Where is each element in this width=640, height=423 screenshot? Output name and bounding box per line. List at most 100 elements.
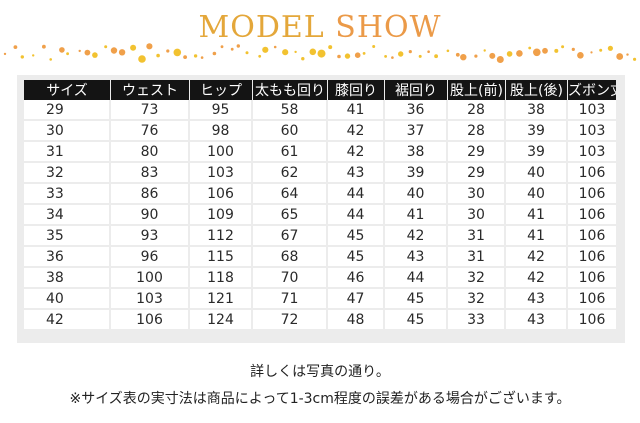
decorative-dot xyxy=(294,50,297,54)
decorative-dot xyxy=(20,55,24,59)
table-cell: 72 xyxy=(253,310,328,329)
table-cell: 39 xyxy=(506,142,568,163)
decorative-dot xyxy=(236,44,240,48)
table-cell: 80 xyxy=(111,142,190,163)
decorative-dot xyxy=(166,49,170,53)
table-cell: 103 xyxy=(568,142,616,163)
table-cell: 90 xyxy=(111,205,190,226)
decorative-dot xyxy=(571,47,575,51)
decorative-dot xyxy=(384,55,387,58)
table-cell: 38 xyxy=(506,100,568,121)
decorative-dot xyxy=(489,52,496,59)
table-row: 36 96 115 68 45 43 31 42 106 xyxy=(24,247,616,268)
table-cell: 106 xyxy=(568,247,616,268)
decorative-dot xyxy=(496,56,504,63)
decorative-dot xyxy=(398,51,404,57)
table-cell: 112 xyxy=(190,226,253,247)
decorative-dot xyxy=(533,48,541,57)
decorative-dot xyxy=(282,49,289,56)
table-cell: 60 xyxy=(253,121,328,142)
table-cell: 34 xyxy=(24,205,111,226)
table-cell: 98 xyxy=(190,121,253,142)
table-cell: 28 xyxy=(448,100,506,121)
column-header: ズボン丈 xyxy=(568,80,616,100)
decorative-dot xyxy=(130,44,137,51)
table-cell: 100 xyxy=(190,142,253,163)
column-header: ヒップ xyxy=(190,80,253,100)
table-cell: 106 xyxy=(568,163,616,184)
page-title: MODEL SHOW xyxy=(0,10,640,45)
decorative-dot xyxy=(245,51,249,55)
table-cell: 76 xyxy=(111,121,190,142)
table-cell: 33 xyxy=(448,310,506,329)
table-cell: 106 xyxy=(568,289,616,310)
table-cell: 35 xyxy=(24,226,111,247)
table-cell: 71 xyxy=(253,289,328,310)
decorative-dot xyxy=(42,44,46,49)
table-cell: 43 xyxy=(506,310,568,329)
decorative-dot xyxy=(78,49,81,53)
decorative-dot xyxy=(577,52,584,59)
decorative-dot xyxy=(118,49,126,56)
table-cell: 118 xyxy=(190,268,253,289)
decorative-dot xyxy=(66,52,69,56)
table-cell: 40 xyxy=(24,289,111,310)
table-cell: 39 xyxy=(385,163,448,184)
decorative-dot xyxy=(3,52,7,56)
decorative-dot xyxy=(561,45,565,49)
table-cell: 45 xyxy=(385,289,448,310)
decorative-dot xyxy=(32,54,35,57)
decorative-dot xyxy=(328,45,333,50)
decorative-dot xyxy=(84,49,91,56)
decorative-dot xyxy=(173,48,182,57)
table-cell: 43 xyxy=(328,163,385,184)
decorative-dot xyxy=(317,49,326,58)
table-cell: 68 xyxy=(253,247,328,268)
table-row: 38 100 118 70 46 44 32 42 106 xyxy=(24,268,616,289)
table-cell: 29 xyxy=(448,163,506,184)
decorative-dot xyxy=(337,54,341,59)
decorative-dot xyxy=(516,50,523,57)
table-cell: 106 xyxy=(190,184,253,205)
decorative-dot xyxy=(434,54,438,59)
table-cell: 65 xyxy=(253,205,328,226)
title-part-model: MODEL xyxy=(198,10,325,45)
table-cell: 115 xyxy=(190,247,253,268)
table-cell: 41 xyxy=(506,226,568,247)
table-cell: 103 xyxy=(190,163,253,184)
column-header: 太もも回り xyxy=(253,80,328,100)
decorative-dot xyxy=(418,54,422,58)
table-cell: 106 xyxy=(568,184,616,205)
note-measurement-error: ※サイズ表の実寸法は商品によって1-3cm程度の誤差がある場合がございます。 xyxy=(69,391,571,407)
table-cell: 33 xyxy=(24,184,111,205)
table-cell: 30 xyxy=(448,205,506,226)
table-cell: 40 xyxy=(506,163,568,184)
decorative-dot xyxy=(354,52,361,58)
decorative-dot xyxy=(212,51,217,56)
decorative-dot xyxy=(230,47,234,51)
decorative-dot xyxy=(506,51,513,57)
table-cell: 47 xyxy=(328,289,385,310)
decorative-dot xyxy=(633,57,637,61)
column-header: 裾回り xyxy=(385,80,448,100)
table-cell: 41 xyxy=(385,205,448,226)
table-row: 30 76 98 60 42 37 28 39 103 xyxy=(24,121,616,142)
table-cell: 31 xyxy=(448,247,506,268)
note-see-photos: 詳しくは写真の通り。 xyxy=(250,364,390,380)
table-cell: 103 xyxy=(111,289,190,310)
table-cell: 44 xyxy=(385,268,448,289)
decorative-dot xyxy=(13,45,18,49)
table-cell: 32 xyxy=(24,163,111,184)
table-cell: 58 xyxy=(253,100,328,121)
decorative-dot xyxy=(542,47,548,54)
table-row: 31 80 100 61 42 38 29 39 103 xyxy=(24,142,616,163)
table-row: 35 93 112 67 45 42 31 41 106 xyxy=(24,226,616,247)
table-cell: 124 xyxy=(190,310,253,329)
table-cell: 73 xyxy=(111,100,190,121)
table-cell: 36 xyxy=(24,247,111,268)
table-row: 33 86 106 64 44 40 30 40 106 xyxy=(24,184,616,205)
table-row: 32 83 103 62 43 39 29 40 106 xyxy=(24,163,616,184)
table-cell: 42 xyxy=(506,247,568,268)
table-cell: 106 xyxy=(568,310,616,329)
